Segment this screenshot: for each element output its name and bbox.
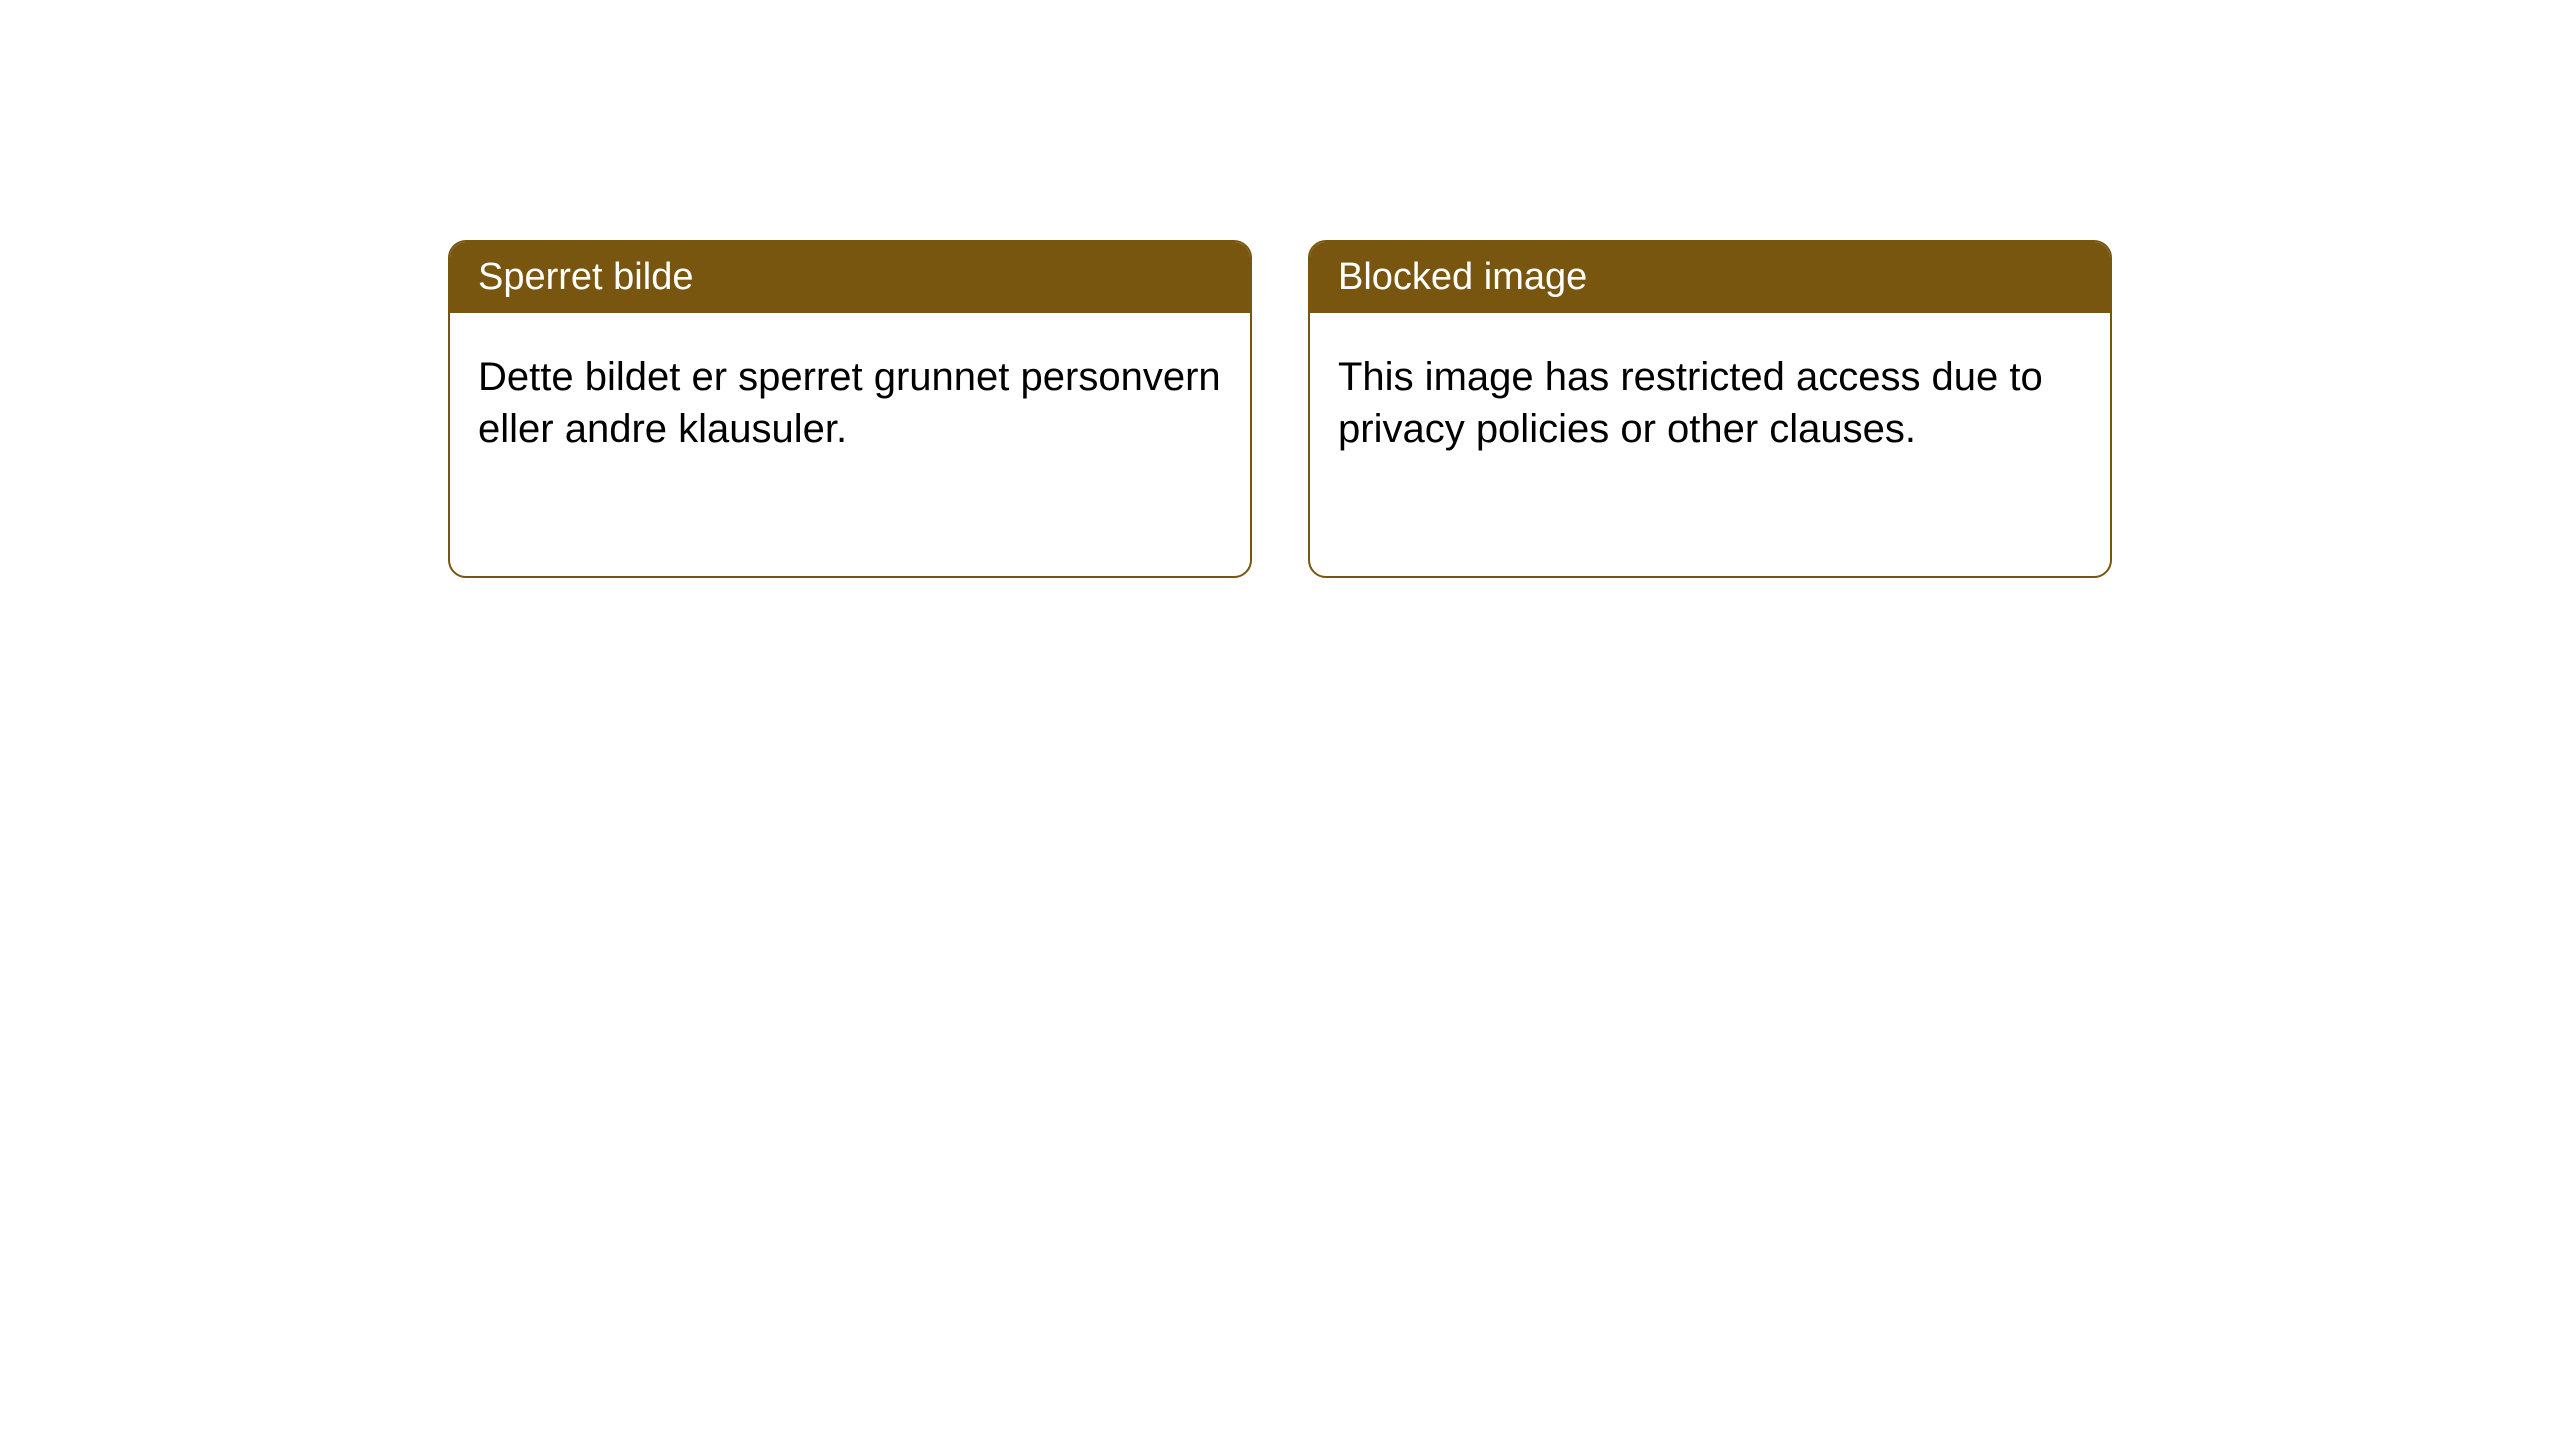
card-title: Blocked image	[1338, 256, 1587, 298]
notice-card-english: Blocked image This image has restricted …	[1308, 240, 2112, 578]
card-header: Sperret bilde	[450, 242, 1250, 313]
card-body: This image has restricted access due to …	[1310, 313, 2110, 493]
card-header: Blocked image	[1310, 242, 2110, 313]
card-message: Dette bildet er sperret grunnet personve…	[478, 355, 1221, 451]
notice-card-norwegian: Sperret bilde Dette bildet er sperret gr…	[448, 240, 1252, 578]
card-body: Dette bildet er sperret grunnet personve…	[450, 313, 1250, 493]
notice-cards-container: Sperret bilde Dette bildet er sperret gr…	[0, 0, 2560, 578]
card-title: Sperret bilde	[478, 256, 693, 298]
card-message: This image has restricted access due to …	[1338, 355, 2043, 451]
